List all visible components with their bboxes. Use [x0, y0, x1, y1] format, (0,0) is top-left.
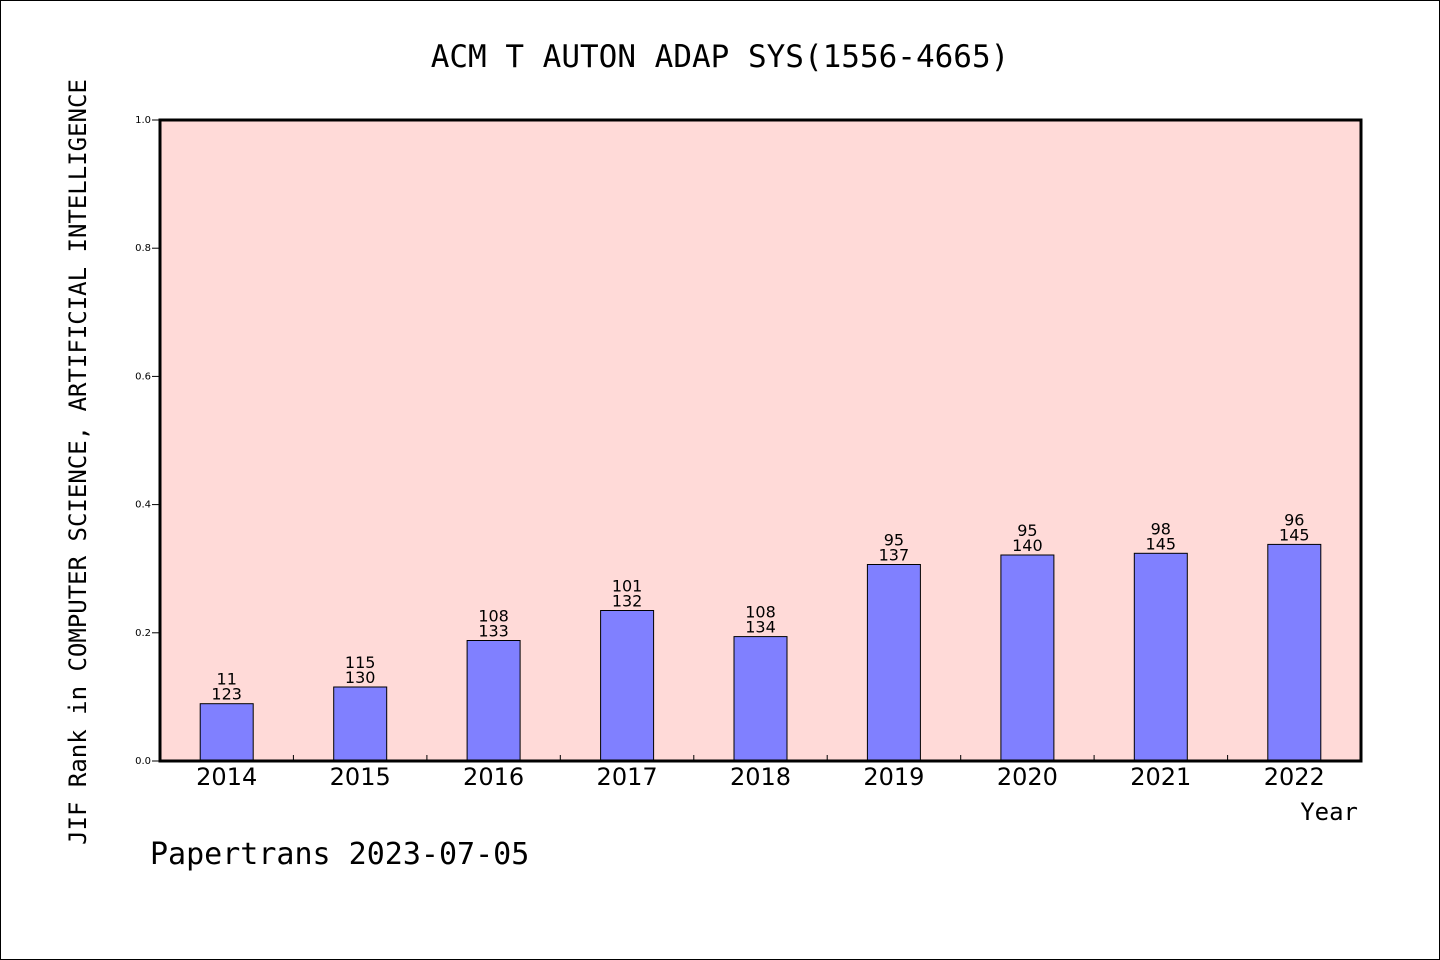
x-tick-label: 2022 [1264, 763, 1325, 791]
x-axis-label: Year [1300, 798, 1358, 826]
bar-rank-label: 11 [217, 670, 237, 689]
bar-rank-label: 98 [1151, 519, 1171, 538]
x-tick-label: 2018 [730, 763, 791, 791]
bars-group [199, 543, 1322, 762]
bar-total-label: 145 [1279, 525, 1310, 544]
y-axis-ticks: 0.0 0.2 0.4 0.6 0.8 1.0 [135, 115, 160, 767]
bar-total-label: 134 [745, 618, 776, 637]
y-axis-label: JIF Rank in COMPUTER SCIENCE, ARTIFICIAL… [64, 79, 92, 845]
bar-rank-label: 95 [1017, 521, 1037, 540]
bar-labels-group: 1112311513010813310113210813495137951409… [211, 510, 1309, 703]
y-tick-label: 0.2 [135, 628, 151, 639]
x-tick-label: 2014 [196, 763, 257, 791]
x-tick-label: 2019 [863, 763, 924, 791]
bar-total-label: 132 [612, 592, 643, 611]
bar-total-label: 133 [478, 622, 509, 641]
bar-2020 [1000, 554, 1055, 762]
bar-total-label: 137 [879, 546, 910, 565]
bar-2015 [333, 686, 388, 762]
bar-2021 [1133, 552, 1188, 762]
bar-total-label: 145 [1146, 534, 1177, 553]
x-tick-label: 2017 [597, 763, 658, 791]
x-tick-label: 2020 [997, 763, 1058, 791]
bar-rank-label: 108 [745, 603, 776, 622]
y-tick-label: 0.6 [135, 371, 151, 382]
x-tick-label: 2016 [463, 763, 524, 791]
bar-2018 [733, 636, 788, 762]
y-tick-label: 0.8 [135, 243, 151, 254]
bar-total-label: 123 [211, 685, 242, 704]
bar-rank-label: 115 [345, 653, 376, 672]
bar-2022 [1267, 543, 1322, 762]
bar-total-label: 140 [1012, 536, 1043, 555]
bar-2016 [466, 640, 521, 762]
bar-rank-label: 96 [1284, 510, 1304, 529]
y-tick-label: 0.0 [135, 756, 151, 767]
x-axis-ticks: 2014 2015 2016 2017 2018 2019 2020 2021 2022 [196, 755, 1325, 791]
plot-border [158, 118, 1363, 763]
x-tick-label: 2015 [330, 763, 391, 791]
footer-text: Papertrans 2023-07-05 [150, 837, 529, 872]
y-tick-label: 0.4 [135, 500, 151, 511]
chart-title: ACM T AUTON ADAP SYS(1556-4665) [431, 39, 1010, 75]
bar-rank-label: 101 [612, 577, 643, 596]
bar-2014 [199, 703, 254, 762]
bar-2017 [600, 610, 655, 762]
bar-total-label: 130 [345, 668, 376, 687]
y-tick-label: 1.0 [135, 115, 151, 126]
bar-rank-label: 95 [884, 531, 904, 550]
x-tick-label: 2021 [1130, 763, 1191, 791]
bar-rank-label: 108 [478, 607, 509, 626]
bar-2019 [866, 564, 921, 762]
